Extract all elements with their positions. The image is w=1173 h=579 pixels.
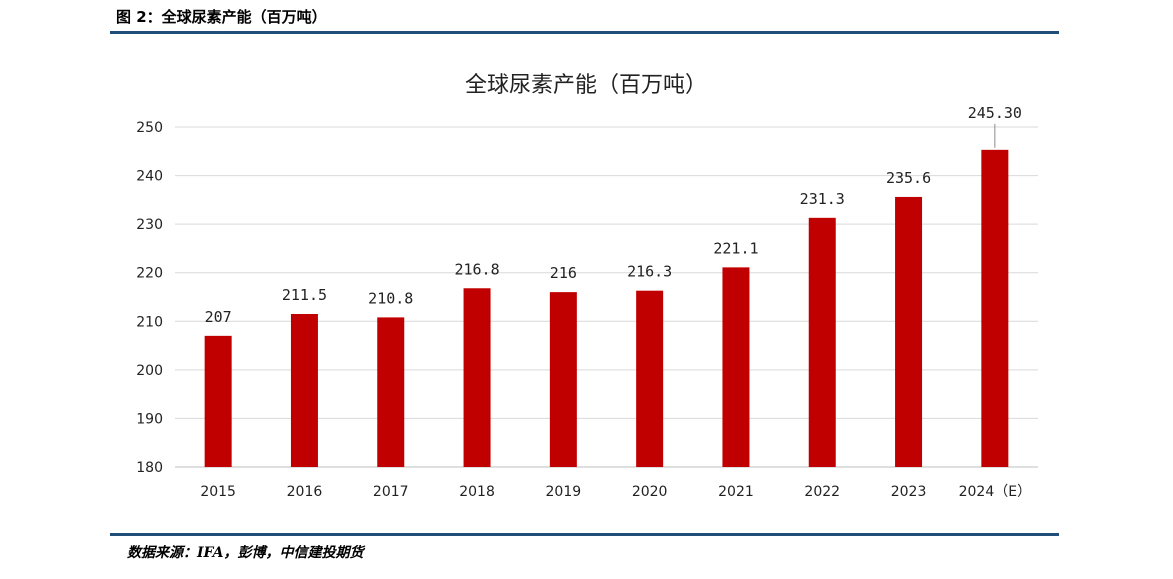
data-label: 235.6 bbox=[886, 169, 931, 187]
data-label: 216 bbox=[550, 264, 577, 282]
gridlines bbox=[175, 126, 1038, 468]
bar bbox=[895, 196, 923, 467]
bar bbox=[377, 317, 405, 467]
data-labels: 207 211.5 210.8 216.8 216 216.3 221.1 231.3 235.… bbox=[205, 104, 1022, 326]
x-tick-label: 2019 bbox=[546, 484, 582, 500]
x-tick-label: 2018 bbox=[459, 484, 495, 500]
bar bbox=[463, 288, 491, 467]
bar bbox=[636, 290, 664, 467]
x-axis-ticks: 2015 2016 2017 2018 2019 2020 2021 2022 2023 2024… bbox=[200, 484, 1031, 500]
y-tick-label: 200 bbox=[136, 363, 163, 379]
bar bbox=[808, 217, 836, 467]
bar bbox=[204, 335, 232, 467]
bar bbox=[981, 149, 1009, 468]
x-tick-label: 2016 bbox=[287, 484, 323, 500]
x-tick-label: 2015 bbox=[200, 484, 236, 500]
top-rule bbox=[110, 31, 1059, 34]
x-tick-label: 2017 bbox=[373, 484, 409, 500]
chart-title: 全球尿素产能（百万吨） bbox=[465, 73, 707, 98]
x-tick-label: 2023 bbox=[891, 484, 927, 500]
data-label: 207 bbox=[205, 308, 232, 326]
source-note: 数据来源：IFA，彭博，中信建投期货 bbox=[127, 545, 364, 561]
y-tick-label: 180 bbox=[136, 460, 163, 476]
bar bbox=[722, 267, 750, 467]
data-label: 211.5 bbox=[282, 286, 327, 304]
figure-caption: 图 2：全球尿素产能（百万吨） bbox=[116, 8, 327, 26]
data-label: 231.3 bbox=[800, 190, 845, 208]
data-label: 216.3 bbox=[627, 263, 672, 281]
x-tick-label: 2024（E） bbox=[959, 484, 1031, 500]
x-tick-label: 2022 bbox=[804, 484, 840, 500]
y-tick-label: 210 bbox=[136, 314, 163, 330]
bar bbox=[549, 292, 577, 467]
data-label: 216.8 bbox=[454, 260, 499, 278]
x-tick-label: 2020 bbox=[632, 484, 668, 500]
y-tick-label: 230 bbox=[136, 217, 163, 233]
data-label: 210.8 bbox=[368, 289, 413, 307]
bottom-rule bbox=[110, 533, 1059, 536]
data-label: 245.30 bbox=[968, 104, 1022, 122]
data-label: 221.1 bbox=[713, 239, 758, 257]
y-tick-label: 240 bbox=[136, 169, 163, 185]
y-tick-label: 250 bbox=[136, 120, 163, 136]
bars bbox=[204, 149, 1009, 468]
x-tick-label: 2021 bbox=[718, 484, 754, 500]
y-axis-ticks: 180 190 200 210 220 230 240 250 bbox=[136, 120, 163, 476]
y-tick-label: 220 bbox=[136, 266, 163, 282]
y-tick-label: 190 bbox=[136, 411, 163, 427]
bar bbox=[290, 314, 318, 467]
